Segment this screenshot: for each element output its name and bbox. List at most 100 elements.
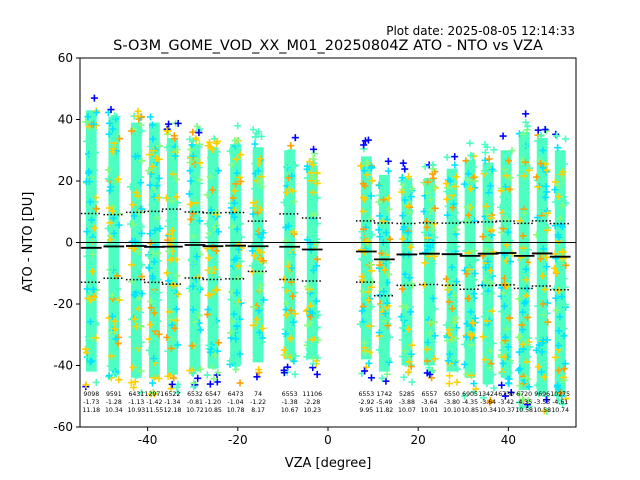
y-tick-label: -40 (53, 359, 73, 373)
scatter-point (368, 177, 376, 185)
scatter-point (368, 303, 376, 311)
scatter-point (89, 237, 97, 245)
scatter-point (453, 226, 461, 234)
scatter-point (562, 261, 570, 269)
scatter-point (135, 342, 143, 350)
scatter-point (281, 330, 289, 338)
scatter-point (540, 311, 548, 319)
scatter-point (461, 392, 469, 400)
scatter-point (287, 142, 295, 150)
scatter-point (189, 282, 197, 290)
scatter-point (487, 324, 495, 332)
scatter-point (291, 370, 299, 378)
scatter-point (561, 360, 569, 368)
scatter-point (463, 217, 471, 225)
scatter-point (291, 310, 299, 318)
scatter-point (378, 374, 386, 382)
scatter-point (524, 353, 532, 361)
bin-count-label: 9696 (534, 391, 550, 398)
scatter-point (313, 235, 321, 243)
scatter-point (445, 298, 453, 306)
scatter-point (90, 293, 98, 301)
scatter-point (282, 351, 290, 359)
scatter-point (367, 192, 375, 200)
scatter-point (252, 264, 260, 272)
scatter-band (424, 177, 435, 366)
scatter-point (453, 378, 461, 386)
scatter-point (426, 330, 434, 338)
bin-count-label: 11106 (302, 391, 322, 398)
scatter-point (504, 379, 512, 387)
scatter-point (195, 143, 203, 151)
scatter-point (281, 284, 289, 292)
scatter-point (537, 255, 545, 263)
scatter-point (383, 178, 391, 186)
scatter-point (104, 224, 112, 232)
scatter-point (231, 136, 239, 144)
bin-count-label: 10275 (550, 391, 570, 398)
bin-std-label: 10.67 (281, 407, 299, 414)
scatter-point (109, 257, 117, 265)
scatter-point (544, 318, 552, 326)
scatter-point (429, 260, 437, 268)
scatter-point (188, 342, 196, 350)
scatter-point (310, 341, 318, 349)
scatter-point (231, 351, 239, 359)
scatter-point (506, 174, 514, 182)
scatter-point (424, 178, 432, 186)
scatter-point (406, 209, 414, 217)
scatter-point (138, 261, 146, 269)
scatter-point (553, 391, 561, 399)
scatter-point (385, 205, 393, 213)
scatter-point (378, 279, 386, 287)
scatter-point (429, 338, 437, 346)
scatter-point (385, 291, 393, 299)
scatter-point (386, 333, 394, 341)
scatter-point (257, 269, 265, 277)
scatter-point (189, 137, 197, 145)
scatter-point (206, 348, 214, 356)
scatter-point (504, 343, 512, 351)
scatter-point (110, 229, 118, 237)
scatter-point (308, 336, 316, 344)
scatter-point (482, 202, 490, 210)
scatter-point (107, 183, 115, 191)
scatter-point (170, 153, 178, 161)
scatter-point (501, 333, 509, 341)
scatter-point (149, 162, 157, 170)
scatter-point (401, 270, 409, 278)
scatter-point (399, 159, 407, 167)
scatter-point (207, 271, 215, 279)
scatter-point (452, 335, 460, 343)
scatter-point (450, 355, 458, 363)
scatter-point (164, 222, 172, 230)
scatter-point (169, 356, 177, 364)
scatter-point (408, 341, 416, 349)
scatter-point (381, 310, 389, 318)
scatter-point (207, 290, 215, 298)
scatter-point (539, 164, 547, 172)
scatter-point (539, 300, 547, 308)
bin-std-label: 10.93 (128, 407, 146, 414)
scatter-point (480, 167, 488, 175)
scatter-point (469, 247, 477, 255)
scatter-point (213, 378, 221, 386)
scatter-point (471, 217, 479, 225)
scatter-point (398, 188, 406, 196)
bin-std-label: 10.78 (227, 407, 245, 414)
scatter-point (380, 336, 388, 344)
scatter-point (558, 223, 566, 231)
scatter-point (384, 194, 392, 202)
scatter-point (228, 161, 236, 169)
scatter-point (134, 171, 142, 179)
scatter-point (106, 187, 114, 195)
scatter-point (111, 317, 119, 325)
scatter-point (259, 334, 267, 342)
bin-count-label: 6532 (187, 391, 203, 398)
scatter-point (356, 320, 364, 328)
scatter-point (253, 373, 261, 381)
scatter-point (153, 182, 161, 190)
scatter-point (507, 388, 515, 396)
scatter-point (168, 184, 176, 192)
scatter-point (309, 188, 317, 196)
